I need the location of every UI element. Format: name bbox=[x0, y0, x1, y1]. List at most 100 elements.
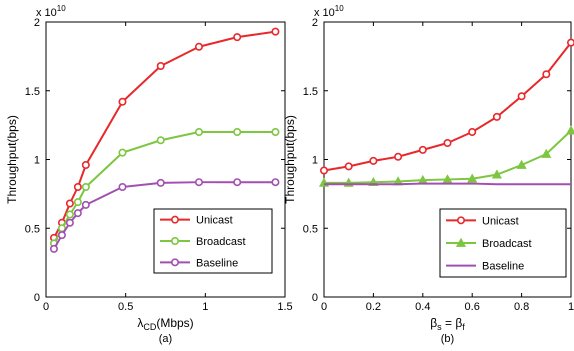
y-tick-label: 1 bbox=[312, 155, 318, 167]
legend-swatch-marker bbox=[171, 237, 180, 246]
series-unicast bbox=[319, 38, 574, 175]
data-point bbox=[57, 231, 66, 240]
x-axis-label: λCD(Mbps) bbox=[137, 316, 193, 332]
legend-swatch-marker bbox=[455, 237, 467, 247]
data-point bbox=[468, 128, 477, 137]
y-tick-label: 2 bbox=[312, 17, 318, 29]
data-point bbox=[394, 152, 403, 161]
data-point bbox=[65, 218, 74, 227]
series-line bbox=[53, 131, 276, 244]
y-tick-label: 1.5 bbox=[25, 86, 40, 98]
chart-panel-b: 0 0.2 0.4 0.6 0.8 10 0.5 1 1.5 2x 1010 Throughput(… bbox=[283, 4, 574, 345]
data-point bbox=[156, 136, 165, 145]
y-tick-label: 2 bbox=[34, 17, 40, 29]
legend-label: Broadcast bbox=[196, 236, 246, 248]
x-tick-label: 0 bbox=[43, 301, 49, 313]
data-point bbox=[516, 159, 527, 169]
y-axis-label: Throughput(bps) bbox=[5, 115, 19, 204]
y-multiplier-base: x 10 bbox=[314, 7, 335, 19]
data-point bbox=[81, 200, 90, 209]
data-point bbox=[491, 169, 502, 179]
legend-swatch-marker bbox=[171, 258, 180, 267]
data-point bbox=[344, 162, 353, 171]
series-baseline bbox=[49, 178, 280, 253]
x-tick-label: 0.4 bbox=[415, 301, 430, 313]
data-point bbox=[156, 178, 165, 187]
y-multiplier-exponent: 10 bbox=[57, 4, 66, 13]
data-point bbox=[271, 178, 280, 187]
legend-label: Broadcast bbox=[482, 238, 532, 250]
legend: Unicast Broadcast Baseline bbox=[439, 208, 567, 278]
data-point bbox=[567, 38, 574, 47]
data-point bbox=[271, 128, 280, 137]
data-point bbox=[541, 148, 552, 158]
legend-label: Unicast bbox=[482, 215, 519, 227]
data-point bbox=[271, 27, 280, 36]
data-point bbox=[443, 139, 452, 148]
series-broadcast bbox=[318, 125, 574, 187]
data-point bbox=[233, 128, 242, 137]
data-point bbox=[73, 183, 82, 192]
data-point bbox=[65, 210, 74, 219]
legend-label: Baseline bbox=[482, 261, 524, 273]
x-label-symbol: β bbox=[430, 316, 437, 330]
data-point bbox=[418, 145, 427, 154]
data-point bbox=[194, 128, 203, 137]
x-tick-label: 1.5 bbox=[277, 301, 292, 313]
data-point bbox=[118, 183, 127, 192]
data-point bbox=[233, 178, 242, 187]
data-point bbox=[319, 166, 328, 175]
y-tick-label: 1.5 bbox=[303, 86, 318, 98]
x-label-symbol: λ bbox=[137, 316, 143, 330]
data-point bbox=[369, 156, 378, 165]
data-point bbox=[156, 61, 165, 70]
data-point bbox=[233, 33, 242, 42]
chart-panel-a: 0 0.5 1 1.5 0 0.5 1 1.5 2x 1010 Throughput(bps) λC… bbox=[5, 4, 293, 345]
data-point bbox=[194, 42, 203, 51]
x-axis-label: βs = βf bbox=[430, 316, 465, 332]
y-multiplier-base: x 10 bbox=[36, 7, 57, 19]
data-point bbox=[517, 92, 526, 101]
data-point bbox=[49, 244, 58, 253]
series-line bbox=[324, 182, 571, 186]
data-point bbox=[118, 148, 127, 157]
x-tick-label: 0.5 bbox=[118, 301, 133, 313]
y-tick-label: 0 bbox=[34, 292, 40, 304]
legend-label: Unicast bbox=[196, 215, 233, 227]
panel-label: (a) bbox=[159, 333, 172, 345]
x-label-subscript: CD bbox=[143, 322, 156, 332]
data-point bbox=[73, 198, 82, 207]
y-tick-label: 0.5 bbox=[303, 223, 318, 235]
series-line bbox=[53, 181, 276, 250]
series-baseline bbox=[324, 182, 571, 186]
data-point bbox=[81, 161, 90, 170]
legend: Unicast Broadcast Baseline bbox=[153, 208, 273, 274]
x-tick-label: 0.6 bbox=[465, 301, 480, 313]
data-point bbox=[118, 97, 127, 106]
data-point bbox=[565, 125, 574, 135]
y-axis-multiplier: x 1010 bbox=[314, 4, 344, 19]
x-label-suffix: (Mbps) bbox=[156, 316, 193, 330]
data-point bbox=[492, 112, 501, 121]
data-point bbox=[542, 70, 551, 79]
legend-swatch-marker bbox=[171, 215, 180, 224]
legend-swatch-marker bbox=[456, 216, 465, 225]
y-axis-label: Throughput(bps) bbox=[283, 115, 297, 204]
y-multiplier-exponent: 10 bbox=[335, 4, 344, 13]
x-tick-label: 1 bbox=[202, 301, 208, 313]
x-tick-label: 0.8 bbox=[514, 301, 529, 313]
x-label-subscript-2: f bbox=[462, 322, 465, 332]
series-broadcast bbox=[49, 128, 280, 248]
data-point bbox=[65, 199, 74, 208]
x-label-middle: = β bbox=[442, 316, 463, 330]
y-axis-multiplier: x 1010 bbox=[36, 4, 66, 19]
x-tick-label: 0.2 bbox=[366, 301, 381, 313]
legend-label: Baseline bbox=[196, 257, 238, 269]
panel-label: (b) bbox=[441, 333, 454, 345]
y-tick-label: 0 bbox=[312, 292, 318, 304]
data-point bbox=[73, 209, 82, 218]
x-label-subscript: s bbox=[437, 322, 442, 332]
data-point bbox=[81, 183, 90, 192]
data-point bbox=[194, 178, 203, 187]
